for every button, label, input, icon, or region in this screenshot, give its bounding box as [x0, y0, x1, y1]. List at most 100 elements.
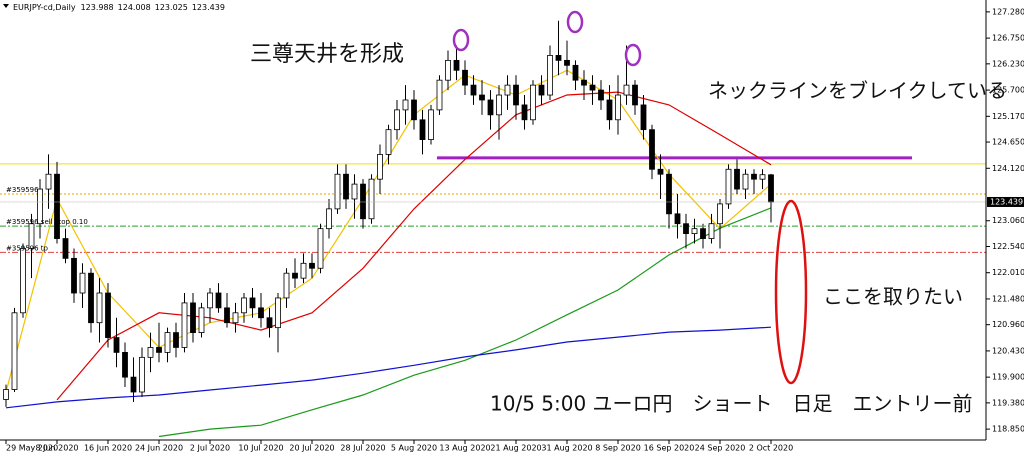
candle-body: [11, 312, 18, 390]
price-tag-label: 123.439: [990, 197, 1023, 206]
chart-title: EURJPY-cd,Daily: [13, 3, 76, 12]
candle-body: [300, 262, 307, 279]
candle-body: [62, 238, 69, 259]
annotation: 三尊天井を形成: [250, 42, 404, 67]
candle-body: [632, 84, 638, 106]
candle-body: [691, 228, 698, 235]
candle-body: [71, 257, 77, 294]
candle-body: [504, 84, 511, 96]
candle-body: [156, 347, 162, 353]
candle-body: [232, 312, 239, 324]
y-tick-label: 126.230: [992, 59, 1024, 68]
candle-body: [419, 119, 426, 140]
peak-marker: [452, 28, 470, 52]
candle-body: [105, 292, 111, 338]
candle-body: [343, 173, 349, 200]
candle-body: [54, 173, 60, 239]
x-tick-label: 2 Jul 2020: [190, 444, 230, 453]
x-tick-label: 21 Aug 2020: [490, 444, 541, 453]
candle-body: [606, 99, 613, 121]
candle-body: [751, 173, 757, 180]
candle-body: [598, 89, 604, 101]
candle-body: [445, 59, 451, 81]
x-tick-label: 16 Sep 2020: [644, 444, 695, 453]
candle-body: [487, 99, 494, 116]
candle-body: [530, 84, 536, 121]
candle-body: [742, 173, 749, 190]
y-tick-label: 120.430: [992, 346, 1024, 355]
candle-body: [122, 351, 128, 378]
candle-body: [547, 55, 553, 96]
candle-body: [734, 168, 740, 190]
moving-average: [56, 91, 772, 401]
candle-body: [147, 347, 154, 358]
candle-body: [725, 168, 732, 205]
peak-marker: [566, 10, 584, 34]
candle-body: [470, 84, 477, 96]
candle-body: [657, 168, 664, 175]
candle-body: [275, 297, 281, 329]
annotation: ネックラインをブレイクしている: [708, 79, 1007, 103]
y-tick-label: 125.700: [992, 86, 1024, 95]
low-value: 123.025: [155, 3, 188, 12]
candle-body: [241, 297, 247, 314]
y-tick-label: 125.170: [992, 112, 1024, 121]
candle-body: [496, 94, 502, 116]
peak-marker: [624, 43, 642, 67]
candle-body: [513, 84, 519, 106]
candle-body: [479, 94, 485, 101]
x-tick-label: 29 May 2020: [6, 444, 58, 453]
candle-body: [88, 272, 94, 324]
y-tick-label: 124.120: [992, 164, 1024, 173]
y-tick-label: 118.850: [992, 425, 1024, 434]
candle-body: [436, 79, 443, 111]
x-tick-label: 10 Jul 2020: [238, 444, 283, 453]
candle-body: [700, 228, 706, 239]
candle-body: [3, 389, 9, 400]
candle-body: [266, 317, 273, 329]
candle-body: [292, 272, 298, 279]
candle-body: [28, 223, 35, 249]
candle-body: [666, 173, 672, 215]
y-tick-label: 127.280: [992, 7, 1024, 16]
y-tick-label: 126.750: [992, 34, 1024, 43]
candle-body: [164, 332, 171, 353]
candle-body: [215, 292, 222, 309]
candle-body: [79, 272, 86, 294]
y-tick-label: 123.060: [992, 216, 1024, 225]
y-tick-label: 122.010: [992, 268, 1024, 277]
candle-body: [20, 248, 26, 314]
level-label: #359596 tp: [6, 244, 49, 252]
candle-body: [224, 307, 230, 324]
candle-body: [649, 129, 655, 170]
price-tag: [987, 196, 1024, 207]
candle-body: [394, 109, 400, 131]
candle-body: [173, 332, 179, 348]
y-tick-label: 124.650: [992, 138, 1024, 147]
candle-body: [181, 302, 188, 348]
candle-body: [385, 129, 392, 155]
candle-body: [768, 174, 774, 203]
candle-body: [351, 183, 358, 200]
y-tick-label: 119.900: [992, 373, 1024, 382]
candle-body: [207, 292, 213, 309]
annotation: 10/5 5:00 ユーロ円 ショート 日足 エントリー前: [490, 392, 973, 416]
candle-body: [45, 173, 52, 190]
y-tick-label: 121.480: [992, 294, 1024, 303]
level-label: #359596: [6, 186, 39, 194]
moving-average: [158, 207, 772, 438]
close-value: 123.439: [192, 3, 225, 12]
candle-body: [453, 59, 460, 71]
candle-body: [139, 356, 145, 393]
level-label: #359596 sell stop 0.10: [6, 218, 88, 226]
candle-body: [326, 208, 332, 230]
candle-body: [615, 94, 621, 121]
candle-body: [640, 104, 647, 131]
x-tick-label: 31 Aug 2020: [541, 444, 592, 453]
candle-body: [258, 307, 264, 319]
menu-arrow[interactable]: [3, 4, 9, 8]
candle-body: [581, 79, 587, 86]
candle-body: [708, 223, 715, 239]
